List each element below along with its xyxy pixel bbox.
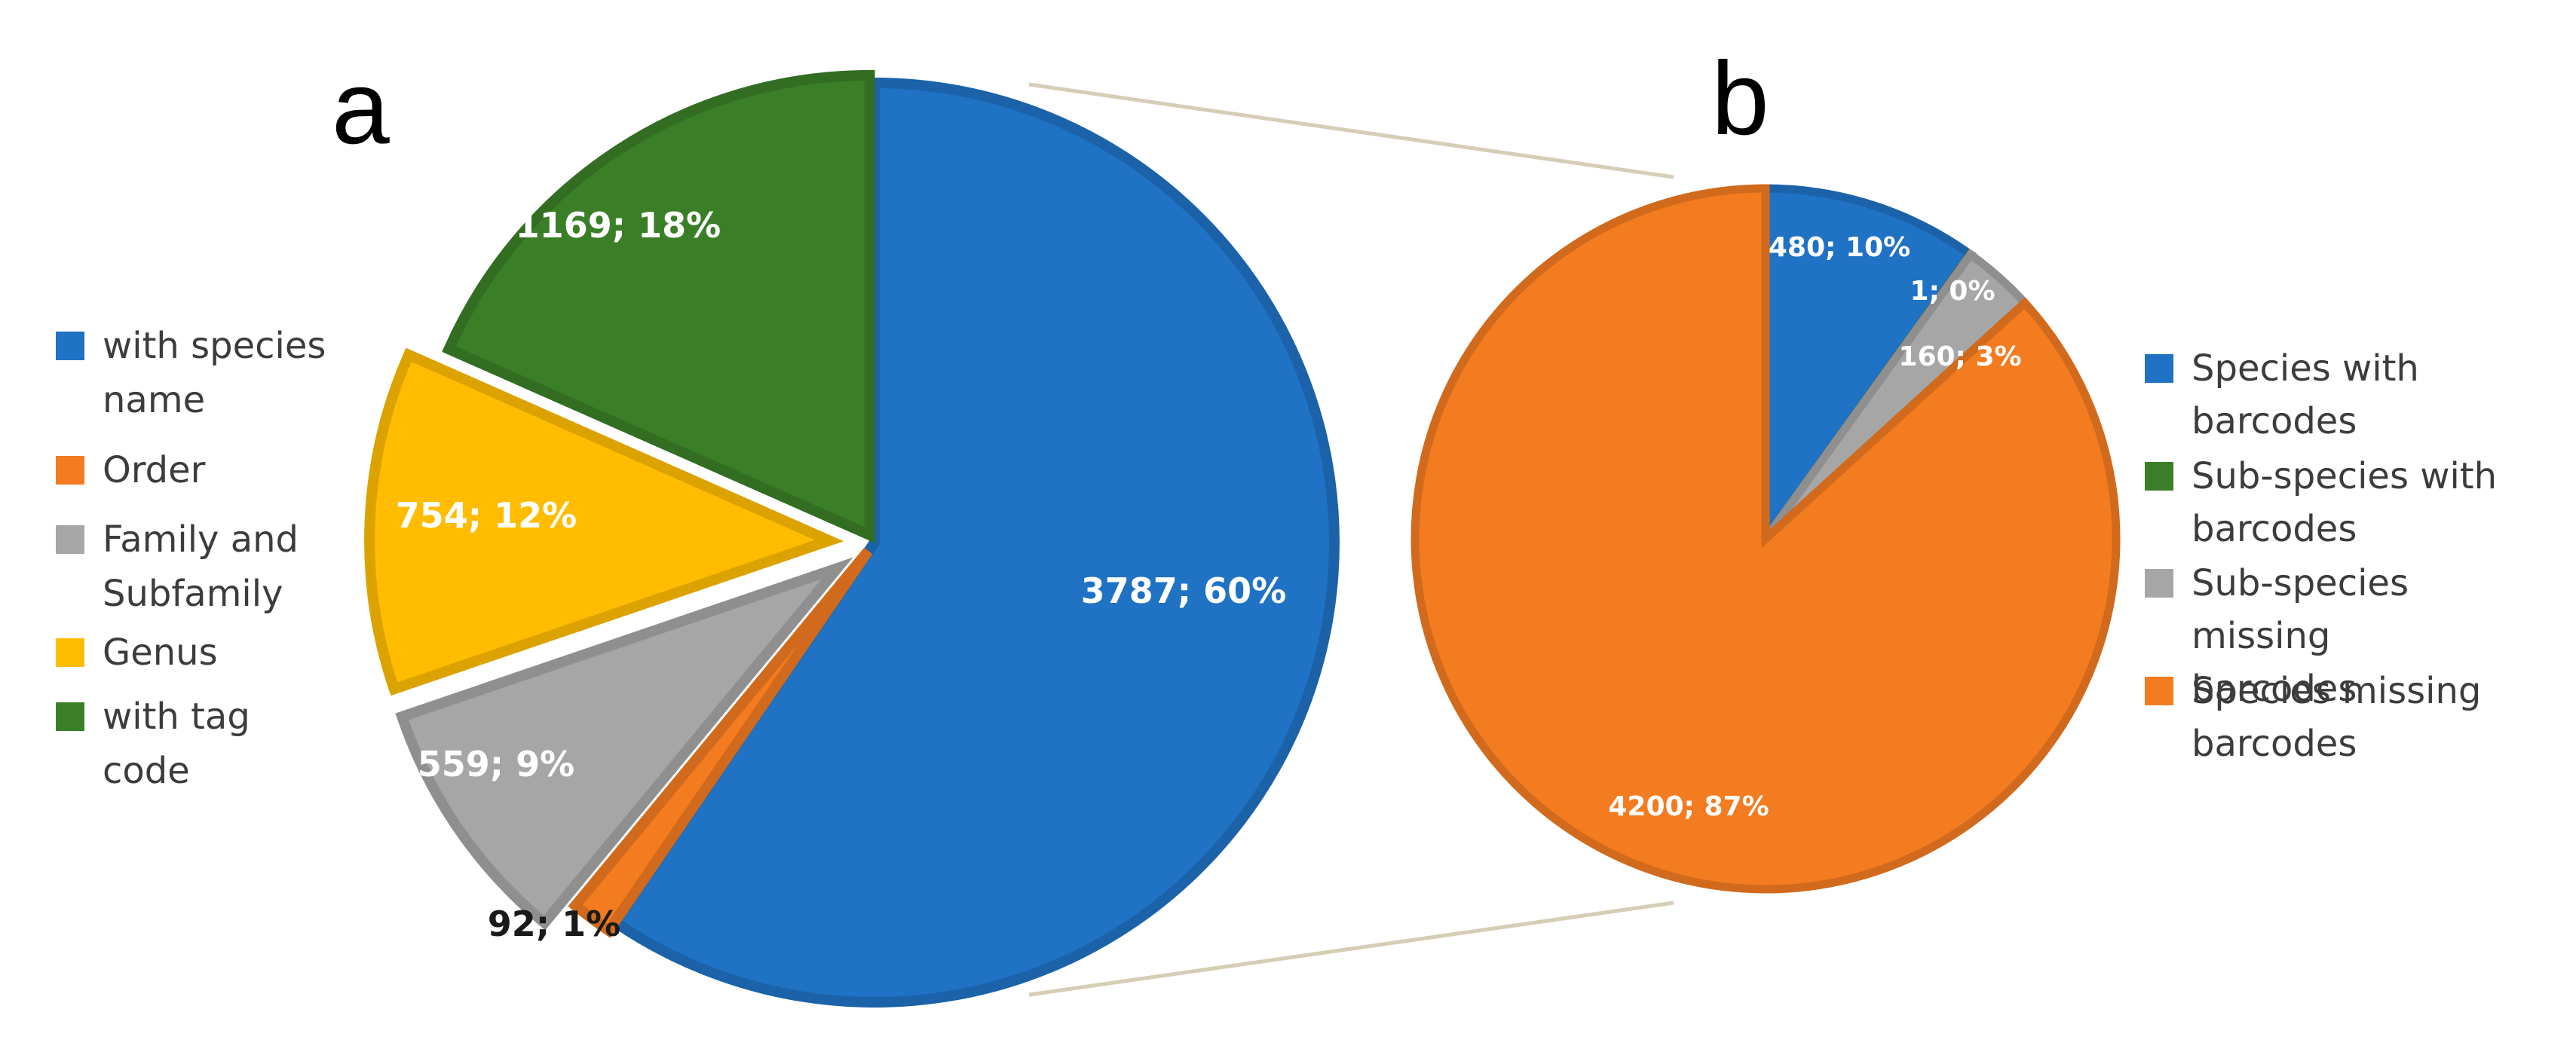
legend-swatch [2145, 677, 2173, 705]
panel-label-b: b [1711, 41, 1769, 157]
legend-swatch [2145, 569, 2173, 598]
legend-label: Sub-species missing barcodes [2192, 562, 2409, 710]
connector-line-top [1028, 82, 1674, 179]
legend-label: Order [103, 449, 206, 491]
data-label-sub-species-missing-barcodes: 160; 3% [1898, 341, 2021, 372]
legend-swatch [56, 456, 84, 485]
legend-label: with tag code [103, 696, 250, 792]
legend-swatch [56, 638, 84, 667]
legend-item-genus: Genus [56, 631, 359, 680]
zoom-connector-lines [1028, 82, 1674, 997]
data-label-sub-species-with-barcodes: 1; 0% [1910, 276, 1995, 307]
data-label-family-and-subfamily: 559; 9% [418, 744, 575, 784]
slice-species-missing-barcodes [1411, 184, 2121, 894]
pie-chart-a: 3787; 60% 92; 1% 559; 9% 754; 12% 1169; 18% [364, 69, 1340, 1008]
legend-item-species-missing-barcodes: Species missing barcodes [2145, 670, 2553, 770]
legend-item-family-and-subfamily: Family and Subfamily [56, 518, 359, 621]
data-label-species-with-barcodes: 480; 10% [1769, 232, 1910, 263]
slice-with-tag-code [442, 69, 875, 543]
data-label-order: 92; 1% [488, 904, 621, 944]
slice-order [568, 547, 873, 938]
slice-genus [364, 347, 844, 696]
legend-label: Family and Subfamily [103, 518, 299, 615]
legend-item-order: Order [56, 449, 359, 497]
legend-swatch [2145, 354, 2173, 383]
legend-label: Genus [103, 631, 218, 674]
slice-with-species-name [608, 77, 1340, 1008]
legend-label: with species name [103, 325, 326, 421]
data-label-genus: 754; 12% [396, 495, 577, 536]
legend-item-species-with-barcodes: Species with barcodes [2145, 347, 2553, 448]
data-label-with-tag-code: 1169; 18% [516, 205, 721, 246]
legend-swatch [56, 702, 84, 731]
panel-label-a: a [332, 50, 390, 166]
legend-swatch [2145, 462, 2173, 491]
slice-family-and-subfamily [395, 557, 853, 931]
data-label-with-species-name: 3787; 60% [1081, 570, 1287, 611]
legend-label: Sub-species with barcodes [2192, 455, 2498, 550]
slice-species-with-barcodes [1761, 184, 1976, 552]
legend-label: Species missing barcodes [2192, 670, 2482, 765]
legend-item-sub-species-with-barcodes: Sub-species with barcodes [2145, 455, 2553, 555]
legend-item-sub-species-missing-barcodes: Sub-species missing barcodes [2145, 562, 2553, 715]
legend-swatch [56, 332, 84, 360]
connector-line-bottom [1028, 901, 1674, 997]
data-label-species-missing-barcodes: 4200; 87% [1608, 791, 1769, 822]
pie-chart-b: 480; 10%1; 0% 160; 3% 4200; 87% [1411, 184, 2121, 894]
legend-label: Species with barcodes [2192, 347, 2419, 442]
legend-item-with-species-name: with species name [56, 325, 359, 427]
legend-item-with-tag-code: with tag code [56, 696, 359, 798]
legend-swatch [56, 525, 84, 554]
